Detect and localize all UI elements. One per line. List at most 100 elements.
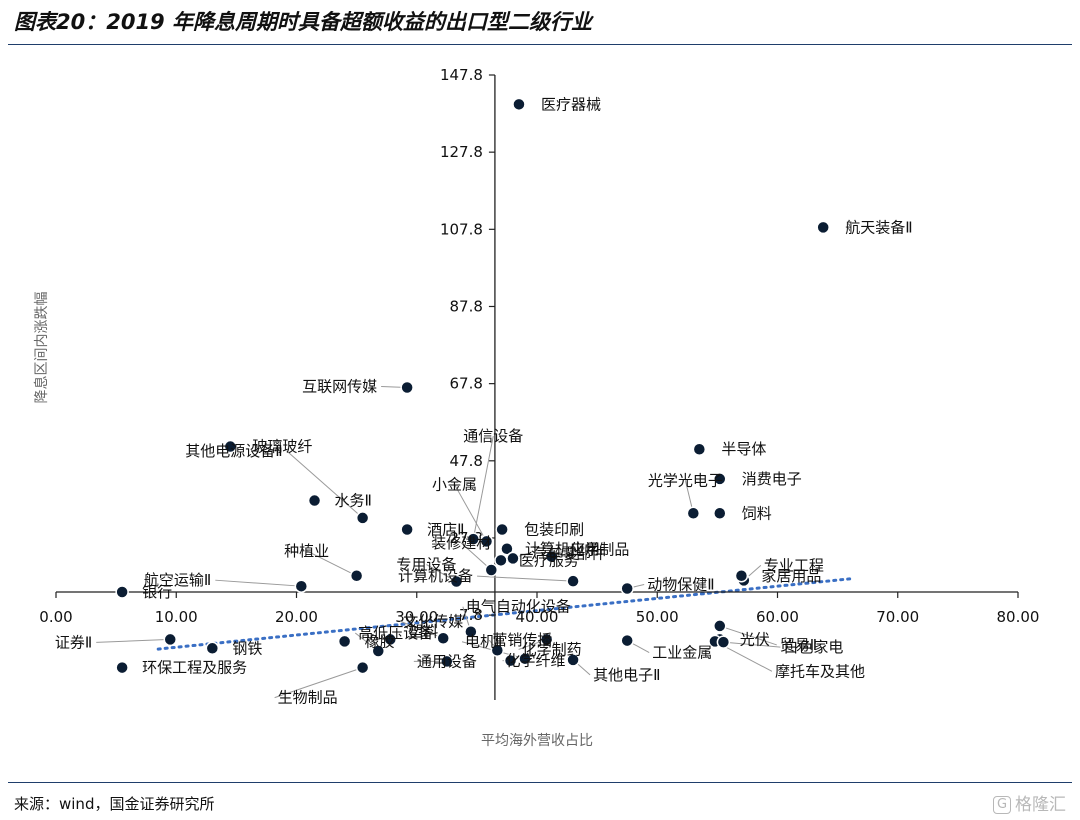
watermark-text: 格隆汇 (1015, 795, 1066, 815)
point-label: 计算机应用 (525, 540, 600, 558)
y-tick-label: 127.8 (440, 143, 483, 161)
point-label: 包装印刷 (524, 520, 584, 538)
watermark-logo: G 格隆汇 (993, 790, 1066, 815)
x-tick-label: 50.00 (636, 608, 679, 626)
x-tick-label: 30.00 (395, 608, 438, 626)
watermark-icon: G (993, 796, 1011, 814)
data-point (223, 439, 238, 454)
point-label: 汽车零部件 (531, 544, 606, 562)
point-label: 电气自动化设备 (466, 598, 571, 616)
x-tick-label: 0.00 (39, 608, 72, 626)
y-tick-label: 47.8 (450, 452, 483, 470)
point-label: 电机Ⅱ (465, 633, 502, 651)
point-label: 种植业 (284, 542, 329, 560)
leader-line (96, 638, 171, 643)
data-point (716, 635, 731, 649)
data-point (713, 619, 727, 633)
data-point (400, 380, 414, 395)
point-label: 航天装备Ⅱ (845, 218, 912, 236)
data-point (294, 579, 309, 593)
data-point (400, 522, 414, 537)
point-label: 水务Ⅱ (335, 492, 372, 510)
y-tick-label: 67.8 (450, 375, 483, 393)
data-point (355, 660, 370, 675)
data-point (464, 624, 478, 639)
scatter-chart: 0.00 10.00 20.00 30.00 40.00 50.00 60.00 70.00 8… (33, 66, 1039, 749)
point-label: 医疗器械 (541, 95, 601, 113)
point-label: 航空运输Ⅱ (144, 571, 211, 589)
point-label: 其他电子Ⅱ (593, 666, 660, 684)
x-tick-label: 70.00 (876, 608, 919, 626)
data-point (115, 660, 129, 675)
y-tick-label: 7.8 (459, 606, 483, 624)
point-label: 光伏 (740, 630, 770, 648)
leader-line (454, 484, 487, 542)
point-label: 橡胶 (365, 632, 395, 650)
data-point (620, 581, 634, 596)
x-tick-label: 10.00 (155, 608, 198, 626)
point-label: 动物保健Ⅱ (647, 576, 714, 594)
data-point (484, 563, 499, 577)
y-tick-label: 87.8 (450, 297, 483, 315)
data-point (544, 549, 559, 564)
data-point (518, 651, 532, 666)
leader-line (274, 667, 363, 699)
point-label: 专业工程 (764, 556, 824, 574)
point-label: 装修建材 (431, 534, 491, 552)
data-point (205, 641, 220, 656)
data-point (494, 553, 508, 568)
point-label: 证券Ⅱ (55, 633, 92, 651)
point-label: 其他电源设备Ⅱ (185, 442, 282, 460)
data-point (566, 574, 580, 588)
point-label: 银行 (142, 583, 172, 601)
data-point (436, 631, 450, 646)
data-point (440, 654, 454, 669)
point-label: 工业金属 (652, 644, 712, 662)
leader-line (286, 450, 363, 519)
data-point (490, 643, 505, 657)
x-tick-label: 40.00 (516, 608, 559, 626)
point-label: 小金属 (432, 475, 477, 493)
leader-line (215, 579, 302, 587)
leader-line (723, 641, 781, 648)
data-point (115, 585, 129, 599)
data-point (503, 653, 518, 668)
point-label: 饲料 (742, 504, 772, 522)
top-divider (8, 44, 1072, 45)
y-axis-title: 降息区间内涨跌幅 (33, 292, 50, 404)
point-label: 文化传媒 (403, 612, 463, 630)
point-label: 营销传播 (492, 631, 552, 649)
data-point (337, 634, 352, 649)
point-label: 酒店Ⅱ (427, 520, 464, 538)
data-point (449, 574, 464, 589)
data-point (355, 511, 370, 525)
data-point (383, 632, 398, 647)
data-point (495, 522, 509, 537)
point-label: 高低压设备 (358, 624, 433, 642)
point-label: 化学制品 (569, 540, 629, 558)
data-point (539, 632, 554, 647)
leader-line (719, 625, 777, 646)
point-label: 化学制药 (522, 640, 582, 658)
point-label: 半导体 (721, 440, 766, 458)
point-label: 通信设备 (463, 427, 523, 445)
point-label: 家居用品 (761, 567, 821, 585)
data-point (686, 506, 701, 521)
x-tick-label: 20.00 (275, 608, 318, 626)
point-label: 环保工程及服务 (142, 659, 247, 677)
data-point (163, 632, 177, 647)
x-tick-label: 60.00 (756, 608, 799, 626)
chart-title: 图表20：2019 年降息周期时具备超额收益的出口型二级行业 (14, 10, 592, 34)
source-note: 来源：wind，国金证券研究所 (14, 795, 215, 813)
data-point (479, 534, 494, 549)
data-point (512, 97, 526, 112)
leader-line (306, 550, 357, 577)
data-point (500, 542, 514, 556)
data-point (620, 633, 634, 648)
y-tick-label: 107.8 (440, 220, 483, 238)
data-point (349, 569, 364, 583)
data-point (734, 569, 749, 583)
point-label: 玻璃玻纤 (252, 438, 312, 456)
leader-line (472, 436, 494, 540)
data-point (506, 551, 520, 566)
